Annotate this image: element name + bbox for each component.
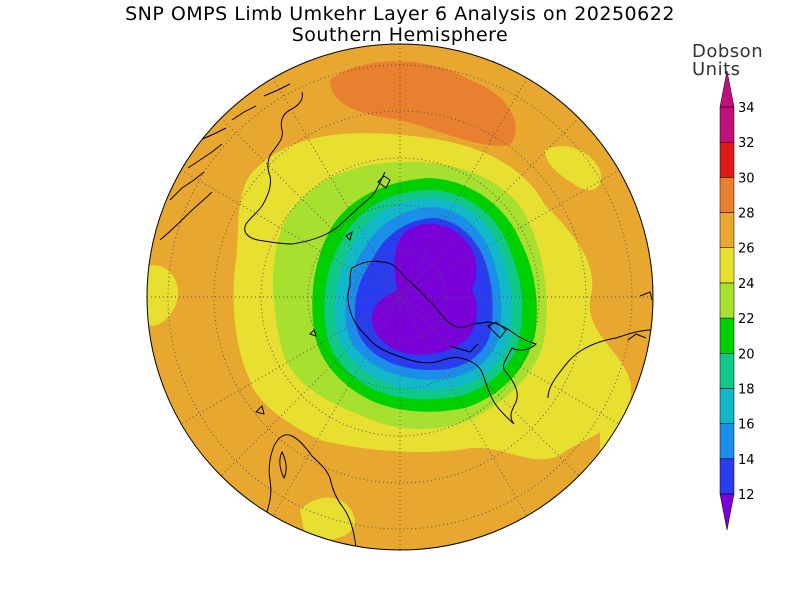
colorbar-tick-label: 34: [738, 101, 755, 116]
colorbar-band: [719, 247, 735, 284]
colorbar-band: [719, 141, 735, 178]
colorbar-band: [719, 423, 735, 460]
graticule: [147, 44, 653, 550]
map-subtitle: Southern Hemisphere: [291, 24, 509, 46]
colorbar-unit-line1: Dobson: [692, 41, 764, 62]
coastlines: [159, 83, 653, 549]
colorbar-band: [719, 282, 735, 319]
colorbar-tick-label: 30: [738, 171, 755, 186]
colorbar-tick-label: 16: [738, 418, 755, 433]
colorbar-band: [719, 177, 735, 213]
colorbar-band: [719, 388, 735, 424]
colorbar-band: [719, 212, 735, 248]
colorbar-tick-label: 32: [738, 136, 755, 151]
map-boundary: [146, 43, 654, 551]
colorbar-unit-line2: Units: [692, 59, 741, 80]
colorbar-tick-label: 12: [738, 488, 755, 503]
colorbar-band: [719, 106, 735, 143]
colorbar-band: [719, 353, 735, 389]
colorbar-tick-label: 20: [738, 347, 755, 362]
colorbar-tick-label: 14: [738, 453, 755, 468]
ozone-field: [147, 44, 653, 550]
colorbar-tick-label: 22: [738, 312, 755, 327]
colorbar: 12 14 16 18 20 22 24 26 28 30 32 34: [719, 70, 755, 531]
colorbar-band: [719, 317, 735, 354]
colorbar-max-arrow: [719, 70, 735, 108]
colorbar-tick-label: 18: [738, 382, 755, 397]
colorbar-tick-label: 28: [738, 207, 755, 222]
map-title: SNP OMPS Limb Umkehr Layer 6 Analysis on…: [125, 3, 675, 25]
colorbar-tick-label: 26: [738, 242, 755, 257]
colorbar-tick-label: 24: [738, 277, 755, 292]
colorbar-min-arrow: [719, 493, 735, 531]
colorbar-band: [719, 458, 735, 495]
